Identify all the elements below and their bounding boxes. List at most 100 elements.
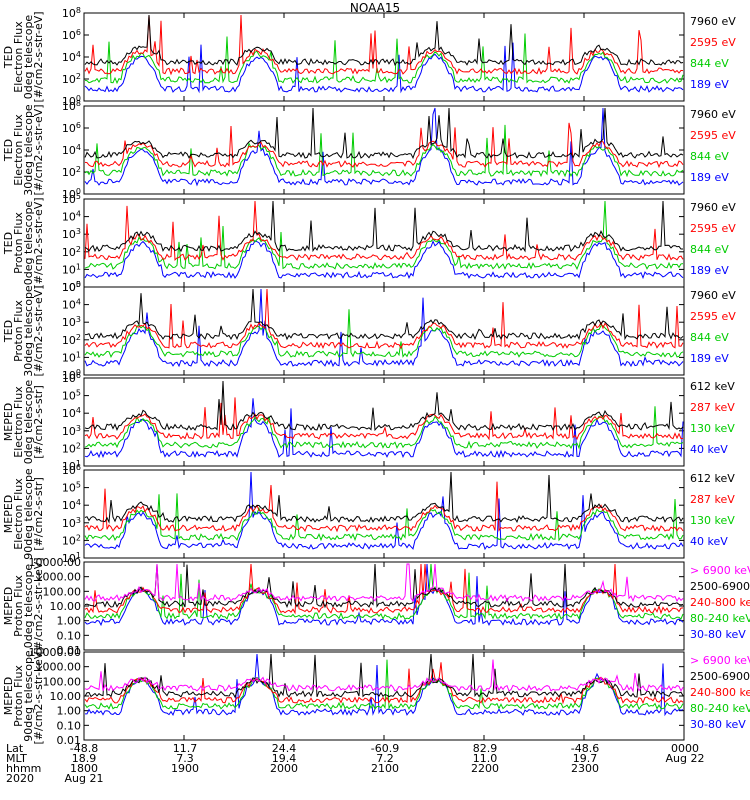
legend-entry: 844 eV bbox=[690, 331, 729, 344]
y-tick-label: 100.00 bbox=[43, 585, 82, 598]
y-tick-label: 100 bbox=[62, 280, 81, 294]
y-axis-label: [#/cm2-s-str] bbox=[32, 477, 45, 551]
series-trace bbox=[84, 563, 684, 627]
x-tick-mlt: 18.9 bbox=[71, 752, 97, 765]
y-tick-label: 0.10 bbox=[57, 629, 82, 642]
y-axis-label: TED bbox=[2, 139, 15, 162]
y-axis-label: Proton Flux bbox=[12, 665, 25, 727]
y-axis-label: TED bbox=[2, 232, 15, 255]
legend-entry: 7960 eV bbox=[690, 201, 736, 214]
legend-entry: 189 eV bbox=[690, 78, 729, 91]
legend-entry: > 6900 keV bbox=[690, 564, 750, 577]
x-tick-lat: -48.6 bbox=[570, 742, 600, 755]
y-axis-label: [#/cm2-s-str-eV] bbox=[32, 11, 45, 102]
series-trace bbox=[84, 200, 684, 262]
y-axis-label: Electron Flux bbox=[12, 386, 25, 458]
x-tick-lat: 82.9 bbox=[472, 742, 498, 755]
x-axis-footer: Lat MLT hhmm 2020 -48.8 18.9 1800 Aug 21… bbox=[0, 742, 750, 800]
y-tick-label: 102 bbox=[62, 441, 81, 455]
x-tick-hhmm: 2100 bbox=[371, 762, 399, 775]
y-tick-label: 106 bbox=[62, 463, 81, 477]
legend-entry: 2595 eV bbox=[690, 222, 736, 235]
series-trace bbox=[84, 380, 684, 432]
y-axis-label: 30deg telescope bbox=[22, 285, 35, 377]
x-tick-mlt: 11.0 bbox=[472, 752, 498, 765]
series-trace bbox=[84, 14, 684, 76]
series-trace bbox=[84, 397, 684, 441]
y-axis-label: 0deg telescope bbox=[22, 201, 35, 286]
x-tick-col-2: 24.4 19.4 2000 bbox=[249, 742, 319, 774]
legend-entry: 2595 eV bbox=[690, 129, 736, 142]
y-axis-label: 0deg telescope bbox=[22, 380, 35, 465]
y-tick-label: 101 bbox=[62, 459, 81, 473]
y-tick-label: 102 bbox=[62, 72, 81, 86]
legend-entry: 30-80 keV bbox=[690, 718, 746, 731]
series-trace bbox=[84, 659, 684, 693]
y-tick-label: 10000.00 bbox=[29, 556, 82, 569]
x-row-label-hhmm: hhmm bbox=[6, 762, 42, 775]
y-tick-label: 106 bbox=[62, 121, 81, 135]
y-axis-label: MEPED bbox=[2, 587, 15, 626]
y-tick-label: 105 bbox=[62, 280, 81, 294]
legend-entry: 130 keV bbox=[690, 514, 735, 527]
legend-entry: 844 eV bbox=[690, 57, 729, 70]
y-axis-label: 90deg telescope bbox=[22, 650, 35, 742]
x-tick-col-1: 11.7 7.3 1900 bbox=[150, 742, 220, 774]
y-tick-label: 101 bbox=[62, 262, 81, 276]
y-axis-label: Electron Flux bbox=[12, 21, 25, 93]
series-trace bbox=[84, 124, 684, 178]
y-axis-label: 90deg telescope bbox=[22, 468, 35, 560]
y-tick-label: 100 bbox=[62, 94, 81, 108]
x-row-label-lat: Lat bbox=[6, 742, 24, 755]
x-tick-hhmm: 1800 bbox=[70, 762, 98, 775]
x-row-label-year: 2020 bbox=[6, 772, 34, 785]
series-trace bbox=[84, 563, 684, 620]
panel-frame bbox=[83, 198, 685, 288]
y-axis-label: Proton Flux bbox=[12, 212, 25, 274]
series-trace bbox=[84, 493, 684, 542]
legend-entry: 844 eV bbox=[690, 243, 729, 256]
y-axis-label: MEPED bbox=[2, 677, 15, 716]
legend-entry: 7960 eV bbox=[690, 108, 736, 121]
y-tick-label: 105 bbox=[62, 192, 81, 206]
y-tick-label: 10.00 bbox=[50, 600, 82, 613]
x-tick-hhmm: 0000 bbox=[671, 742, 699, 755]
x-tick-lat: -60.9 bbox=[370, 742, 400, 755]
panel-frame bbox=[83, 561, 685, 651]
y-axis-label: Proton Flux bbox=[12, 300, 25, 362]
y-tick-label: 105 bbox=[62, 389, 81, 403]
legend-entry: 80-240 keV bbox=[690, 702, 750, 715]
series-trace bbox=[84, 42, 684, 94]
y-tick-label: 106 bbox=[62, 371, 81, 385]
legend-entry: 2595 eV bbox=[690, 36, 736, 49]
x-tick-date: Aug 22 bbox=[665, 752, 705, 765]
x-tick-lat: 24.4 bbox=[271, 742, 297, 755]
legend-entry: 2595 eV bbox=[690, 310, 736, 323]
legend-entry: 40 keV bbox=[690, 535, 728, 548]
y-axis-label: 30deg telescope bbox=[22, 104, 35, 196]
y-axis-label: MEPED bbox=[2, 403, 15, 442]
x-tick-lat: 11.7 bbox=[172, 742, 198, 755]
y-tick-label: 104 bbox=[62, 298, 81, 312]
legend-entry: 130 keV bbox=[690, 422, 735, 435]
y-tick-label: 101 bbox=[62, 350, 81, 364]
y-tick-label: 102 bbox=[62, 333, 81, 347]
x-tick-lat: -48.8 bbox=[69, 742, 99, 755]
legend-entry: 40 keV bbox=[690, 443, 728, 456]
y-axis-label: [#/cm2-s-str-eV] bbox=[32, 104, 45, 195]
y-axis-label: TED bbox=[2, 46, 15, 69]
y-tick-label: 103 bbox=[62, 227, 81, 241]
x-tick-mlt: 19.7 bbox=[572, 752, 598, 765]
series-trace bbox=[84, 107, 684, 160]
y-tick-label: 101 bbox=[62, 551, 81, 565]
legend-entry: 240-800 keV bbox=[690, 686, 750, 699]
series-trace bbox=[84, 200, 684, 271]
x-tick-mlt: 7.3 bbox=[176, 752, 194, 765]
series-trace bbox=[84, 33, 684, 85]
y-tick-label: 103 bbox=[62, 315, 81, 329]
